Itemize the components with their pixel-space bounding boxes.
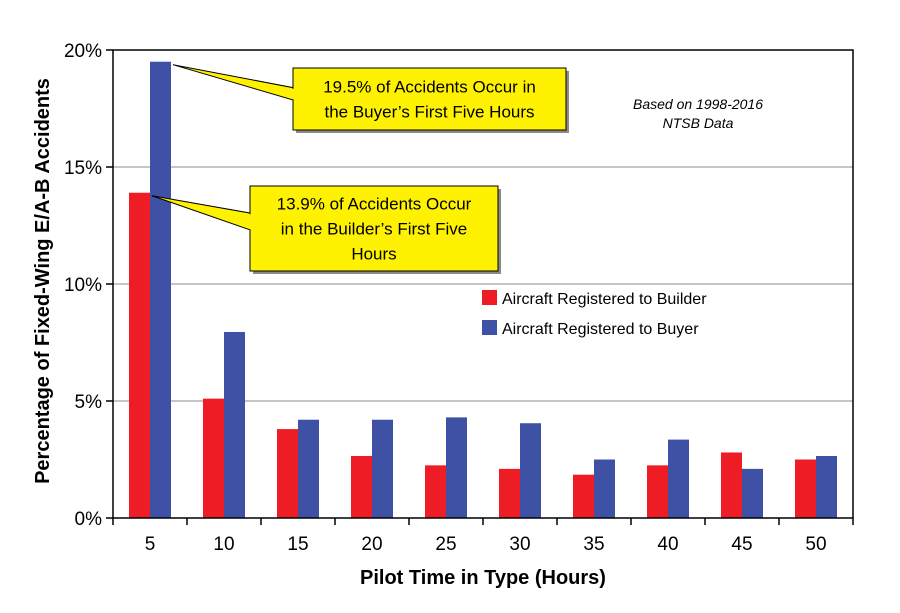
bars <box>129 61 837 519</box>
callout-text: 19.5% of Accidents Occur in <box>323 78 536 97</box>
callout-box <box>249 185 499 272</box>
bar-buyer <box>816 455 837 518</box>
note-line: Based on 1998-2016 <box>633 96 763 112</box>
callout-text: the Buyer’s First Five Hours <box>324 103 534 122</box>
x-tick-label: 15 <box>287 534 308 555</box>
bar-buyer <box>298 419 319 518</box>
callout-box <box>292 67 567 131</box>
x-axis-title: Pilot Time in Type (Hours) <box>360 567 606 589</box>
bar-builder <box>499 468 520 518</box>
x-tick-label: 20 <box>361 534 382 555</box>
y-tick-labels: 0% 5% 10% 15% 20% <box>64 41 102 530</box>
x-tick-label: 40 <box>657 534 678 555</box>
callouts: 19.5% of Accidents Occur in the Buyer’s F… <box>151 64 569 274</box>
x-tick-label: 45 <box>731 534 752 555</box>
x-tick-label: 10 <box>213 534 234 555</box>
bar-buyer <box>150 61 171 518</box>
x-tick-label: 25 <box>435 534 456 555</box>
y-tick-label: 20% <box>64 41 102 62</box>
y-tick-label: 10% <box>64 275 102 296</box>
bar-builder <box>129 192 150 519</box>
source-note: Based on 1998-2016 NTSB Data <box>633 96 763 131</box>
x-tick-label: 35 <box>583 534 604 555</box>
legend-label: Aircraft Registered to Buyer <box>502 321 699 338</box>
note-line: NTSB Data <box>663 115 734 131</box>
y-tick-label: 0% <box>75 509 103 530</box>
legend-swatch <box>482 320 497 335</box>
y-tick-label: 5% <box>75 392 103 413</box>
legend-swatch <box>482 290 497 305</box>
callout: 19.5% of Accidents Occur in the Buyer’s F… <box>172 64 569 133</box>
bar-builder <box>351 455 372 518</box>
callout-text: in the Builder’s First Five <box>281 220 467 239</box>
y-tick-label: 15% <box>64 158 102 179</box>
bar-buyer <box>668 439 689 518</box>
bar-builder <box>647 465 668 518</box>
x-tick-label: 5 <box>145 534 156 555</box>
x-tick-label: 50 <box>805 534 826 555</box>
x-tick-labels: 5 10 15 20 25 30 35 40 45 50 <box>145 534 827 555</box>
bar-builder <box>203 398 224 518</box>
bar-builder <box>721 452 742 518</box>
bar-builder <box>573 474 594 518</box>
bar-builder <box>795 459 816 518</box>
bar-buyer <box>224 331 245 518</box>
axes <box>106 49 854 525</box>
legend: Aircraft Registered to Builder Aircraft R… <box>482 290 707 338</box>
bar-builder <box>277 429 298 518</box>
callout-text: 13.9% of Accidents Occur <box>277 195 472 214</box>
bar-buyer <box>594 459 615 518</box>
bar-buyer <box>742 468 763 518</box>
bar-buyer <box>446 417 467 518</box>
legend-label: Aircraft Registered to Builder <box>502 291 707 308</box>
bar-builder <box>425 465 446 518</box>
bar-buyer <box>520 423 541 518</box>
bar-buyer <box>372 419 393 518</box>
callout: 13.9% of Accidents Occur in the Builder’s… <box>151 185 501 274</box>
callout-text: Hours <box>351 245 396 264</box>
x-tick-label: 30 <box>509 534 530 555</box>
y-axis-title: Percentage of Fixed-Wing E/A-B Accidents <box>32 78 54 484</box>
